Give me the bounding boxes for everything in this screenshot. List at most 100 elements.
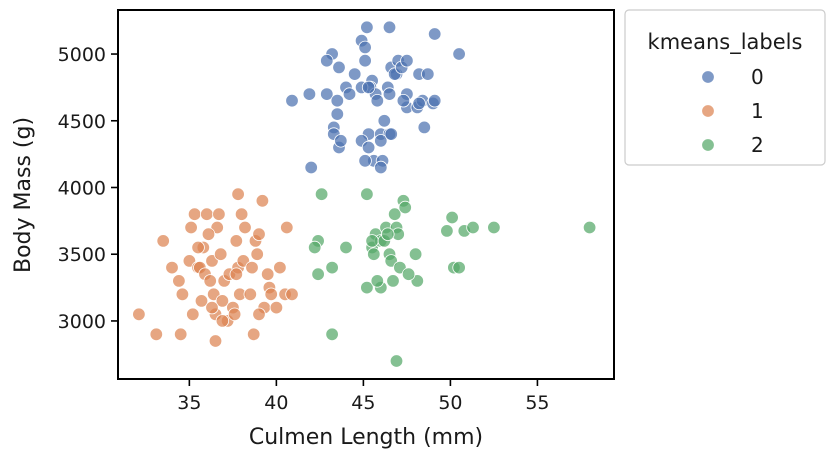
data-point (386, 274, 400, 288)
data-point (428, 27, 442, 41)
data-point (396, 93, 411, 108)
data-point (388, 207, 402, 221)
data-point (361, 140, 376, 155)
data-point (285, 93, 299, 108)
data-point (227, 307, 242, 322)
data-point (360, 187, 374, 201)
data-point (280, 220, 294, 235)
data-point (184, 220, 198, 235)
data-point (320, 54, 334, 68)
data-point (367, 247, 381, 261)
data-point (132, 307, 146, 322)
series-2 (308, 187, 597, 368)
data-point (389, 354, 404, 368)
data-point (332, 60, 346, 75)
data-point (208, 334, 223, 348)
data-point (487, 220, 501, 235)
data-point (245, 260, 259, 275)
data-point (201, 227, 216, 241)
data-point (175, 287, 190, 302)
y-tick-label: 3500 (58, 244, 106, 266)
y-tick-label: 4000 (58, 177, 106, 199)
data-point (156, 234, 170, 248)
data-point (330, 107, 345, 121)
legend-box (624, 9, 826, 166)
data-point (252, 227, 266, 241)
data-point (360, 20, 374, 35)
data-point (311, 267, 325, 281)
data-point (428, 93, 442, 108)
data-point (231, 187, 245, 201)
data-point (417, 120, 432, 135)
data-point (382, 87, 397, 101)
data-point (381, 227, 395, 241)
x-tick-label: 45 (351, 392, 375, 414)
y-axis-label: Body Mass (g) (11, 117, 36, 273)
data-point (466, 220, 480, 235)
data-point (445, 210, 459, 225)
data-point (213, 247, 228, 261)
legend-marker (701, 70, 715, 84)
data-point (370, 274, 385, 288)
data-point (582, 220, 597, 235)
legend-marker (701, 104, 715, 118)
data-point (358, 54, 372, 68)
legend: kmeans_labels 0 1 2 (624, 9, 826, 166)
data-point (339, 240, 353, 255)
data-point (440, 224, 454, 238)
data-point (238, 220, 252, 235)
data-point (421, 67, 435, 81)
data-point (374, 134, 388, 148)
data-point (246, 327, 261, 342)
data-point (361, 80, 376, 95)
data-point (370, 93, 385, 108)
data-point (215, 294, 230, 308)
data-point (384, 127, 398, 141)
x-tick-label: 50 (438, 392, 462, 414)
data-point (212, 207, 226, 221)
data-point (203, 274, 217, 288)
data-point (452, 260, 466, 275)
x-axis-label: Culmen Length (mm) (249, 425, 483, 450)
data-point (250, 247, 264, 261)
data-point (285, 287, 299, 302)
data-point (342, 87, 357, 101)
data-point (191, 240, 205, 255)
data-point (412, 96, 426, 111)
data-point (229, 267, 244, 281)
data-point (325, 327, 339, 342)
data-point (273, 260, 287, 275)
data-point (243, 287, 258, 302)
data-point (172, 274, 186, 288)
x-axis-ticks: 35 40 45 50 55 (177, 379, 550, 414)
x-tick-label: 35 (177, 392, 201, 414)
data-point (320, 87, 334, 101)
x-tick-label: 40 (264, 392, 288, 414)
data-point (302, 87, 317, 101)
data-point (401, 267, 416, 281)
legend-label: 1 (751, 99, 764, 123)
series-1 (132, 187, 299, 348)
data-point (165, 260, 179, 275)
data-point (314, 187, 329, 201)
data-point (173, 327, 188, 342)
y-axis-ticks: 3000 3500 4000 4500 5000 (58, 44, 118, 333)
data-point (374, 160, 388, 175)
data-point (149, 327, 164, 342)
data-point (334, 134, 348, 148)
data-point (365, 234, 379, 248)
data-point (229, 234, 244, 248)
data-point (360, 280, 374, 295)
data-point (308, 240, 322, 255)
y-tick-label: 3000 (58, 311, 106, 333)
data-point (194, 294, 209, 308)
data-point (408, 247, 423, 261)
series-0 (285, 20, 466, 175)
y-tick-label: 5000 (58, 44, 106, 66)
data-point (330, 93, 345, 108)
legend-label: 0 (751, 65, 764, 89)
data-point (325, 260, 339, 275)
y-tick-label: 4500 (58, 111, 106, 133)
legend-items: 0 1 2 (701, 65, 764, 157)
